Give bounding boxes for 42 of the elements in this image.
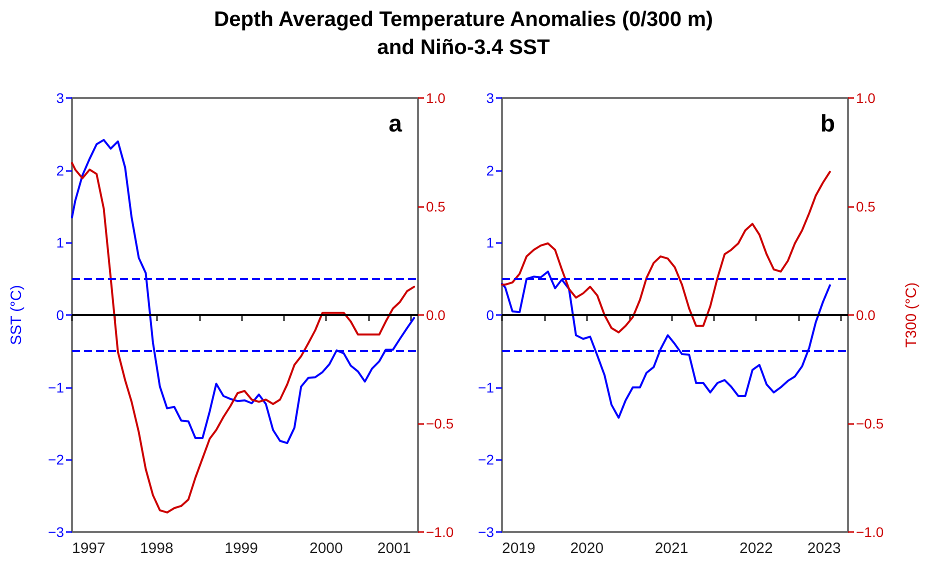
x-tick-label: 1998 xyxy=(140,540,174,557)
y-tick-label: −3 xyxy=(48,524,64,540)
y-tick-label: 3 xyxy=(486,90,494,106)
y-tick-label: 0 xyxy=(56,307,64,323)
annotation: b xyxy=(820,110,836,138)
y2-tick-label: 0.5 xyxy=(426,198,446,214)
x-tick-label: 2020 xyxy=(570,540,604,557)
y2-tick-label: −0.5 xyxy=(426,416,454,432)
y-tick-label: −1 xyxy=(478,379,494,396)
x-tick-label: 2000 xyxy=(309,540,343,557)
y2-tick-label: −0.5 xyxy=(856,416,884,432)
text: Depth Averaged Temperature Anomalies (0/300 m) and Niño-3.4 SST xyxy=(212,7,714,61)
x-tick-label: 2022 xyxy=(739,540,773,557)
y2-tick-label: −1.0 xyxy=(856,524,884,540)
y2-tick-label: 1.0 xyxy=(856,90,876,106)
y-tick-label: −1 xyxy=(48,379,64,396)
y-tick-label: −3 xyxy=(478,524,494,540)
y-tick-label: 3 xyxy=(56,90,64,106)
y2-tick-label: 0.5 xyxy=(856,198,876,214)
x-tick-label: 2001 xyxy=(377,540,411,557)
line-series xyxy=(71,138,416,444)
y-axis-title: SST (°C) xyxy=(8,285,25,345)
y-tick-label: 0 xyxy=(486,307,494,323)
x-tick-label: 2023 xyxy=(807,540,841,557)
y2-tick-label: 0.0 xyxy=(426,307,446,323)
y2-tick-label: 0.0 xyxy=(856,307,876,323)
y2-tick-label: −1.0 xyxy=(426,524,454,540)
x-tick-label: 1999 xyxy=(224,540,258,557)
x-tick-label: 1997 xyxy=(72,540,106,557)
x-tick-label: 2021 xyxy=(654,540,688,557)
line-series xyxy=(71,162,416,514)
x-tick-label: 2019 xyxy=(502,540,536,557)
line-series xyxy=(501,170,831,334)
y-tick-label: −2 xyxy=(478,452,494,468)
y2-axis-title: T300 (°C) xyxy=(903,282,920,348)
y-tick-label: 2 xyxy=(486,162,494,178)
y-tick-label: 1 xyxy=(56,234,64,251)
y-tick-label: 1 xyxy=(486,234,494,251)
y-tick-label: −2 xyxy=(48,452,64,468)
y-tick-label: 2 xyxy=(56,162,64,178)
y2-tick-label: 1.0 xyxy=(426,90,446,106)
annotation: a xyxy=(388,110,403,138)
